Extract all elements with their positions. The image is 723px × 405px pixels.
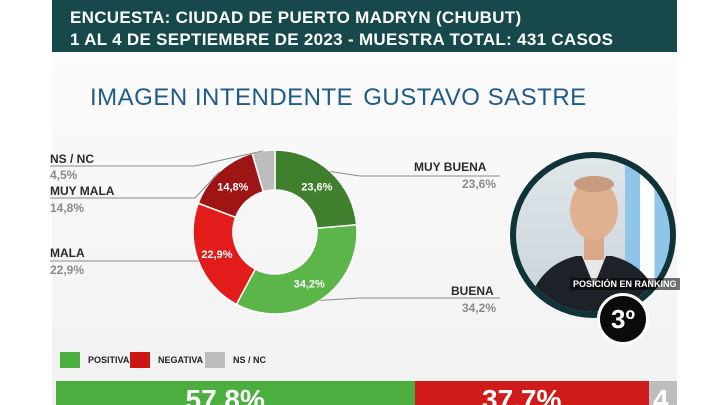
legend-label-ns-nc: NS / NC: [233, 355, 267, 365]
value-buena: 34,2%: [462, 301, 497, 315]
header-line-2: 1 AL 4 DE SEPTIEMBRE DE 2023 - MUESTRA T…: [70, 30, 614, 49]
summary-value-negativa: 37,7%: [482, 384, 562, 405]
leader-line-muy-buena: [330, 171, 500, 177]
summary-value-positiva: 57,8%: [185, 384, 265, 405]
legend-swatch-positiva: [60, 352, 80, 368]
label-buena: BUENA: [451, 284, 494, 298]
summary-bar: 57,8% 37,7% 4,5%: [56, 381, 677, 405]
donut-slice-buena: [235, 223, 358, 315]
leader-line-ns-nc: [50, 150, 264, 167]
legend-label-positiva: POSITIVA: [88, 355, 130, 365]
label-ns-nc: NS / NC: [50, 152, 95, 166]
right-margin: [677, 0, 723, 405]
summary-segment-positiva: 57,8%: [56, 381, 415, 405]
label-muy-buena: MUY BUENA: [414, 160, 487, 174]
value-ns-nc: 4,5%: [50, 168, 78, 182]
label-mala: MALA: [50, 246, 85, 260]
data-label-buena: 34,2%: [294, 279, 325, 291]
data-label-muy-buena: 23,6%: [301, 181, 332, 193]
legend-swatch-negativa: [130, 352, 150, 368]
donut-slice-muy-buena: [274, 149, 358, 230]
title-name: GUSTAVO SASTRE: [363, 84, 587, 111]
rank-badge: 3º: [597, 293, 649, 345]
header-line-1: ENCUESTA: CIUDAD DE PUERTO MADRYN (CHUBU…: [70, 8, 522, 27]
mayor-photo: [510, 152, 676, 318]
title-prefix: IMAGEN INTENDENTE: [90, 84, 354, 111]
legend-swatch-ns-nc: [205, 352, 225, 368]
data-label-muy-mala: 14,8%: [217, 182, 248, 194]
summary-value-ns-nc: 4,5%: [653, 384, 677, 405]
legend-item-ns-nc: NS / NC: [205, 352, 266, 368]
rank-label: POSICIÓN EN RANKING: [570, 278, 680, 290]
leader-line-buena: [320, 297, 500, 301]
legend-item-negativa: NEGATIVA: [130, 352, 203, 368]
legend-item-positiva: POSITIVA: [60, 352, 129, 368]
data-label-mala: 22,9%: [201, 249, 232, 261]
summary-segment-ns-nc: 4,5%: [649, 381, 677, 405]
value-muy-buena: 23,6%: [462, 177, 497, 191]
legend-label-negativa: NEGATIVA: [158, 355, 204, 365]
left-margin: [0, 0, 52, 405]
summary-segment-negativa: 37,7%: [415, 381, 649, 405]
leader-line-muy-mala: [50, 171, 220, 199]
label-muy-mala: MUY MALA: [50, 184, 115, 198]
chart-title: IMAGEN INTENDENTE GUSTAVO SASTRE: [90, 84, 587, 112]
survey-header: ENCUESTA: CIUDAD DE PUERTO MADRYN (CHUBU…: [52, 0, 677, 52]
value-mala: 22,9%: [50, 263, 85, 277]
value-muy-mala: 14,8%: [50, 201, 85, 215]
